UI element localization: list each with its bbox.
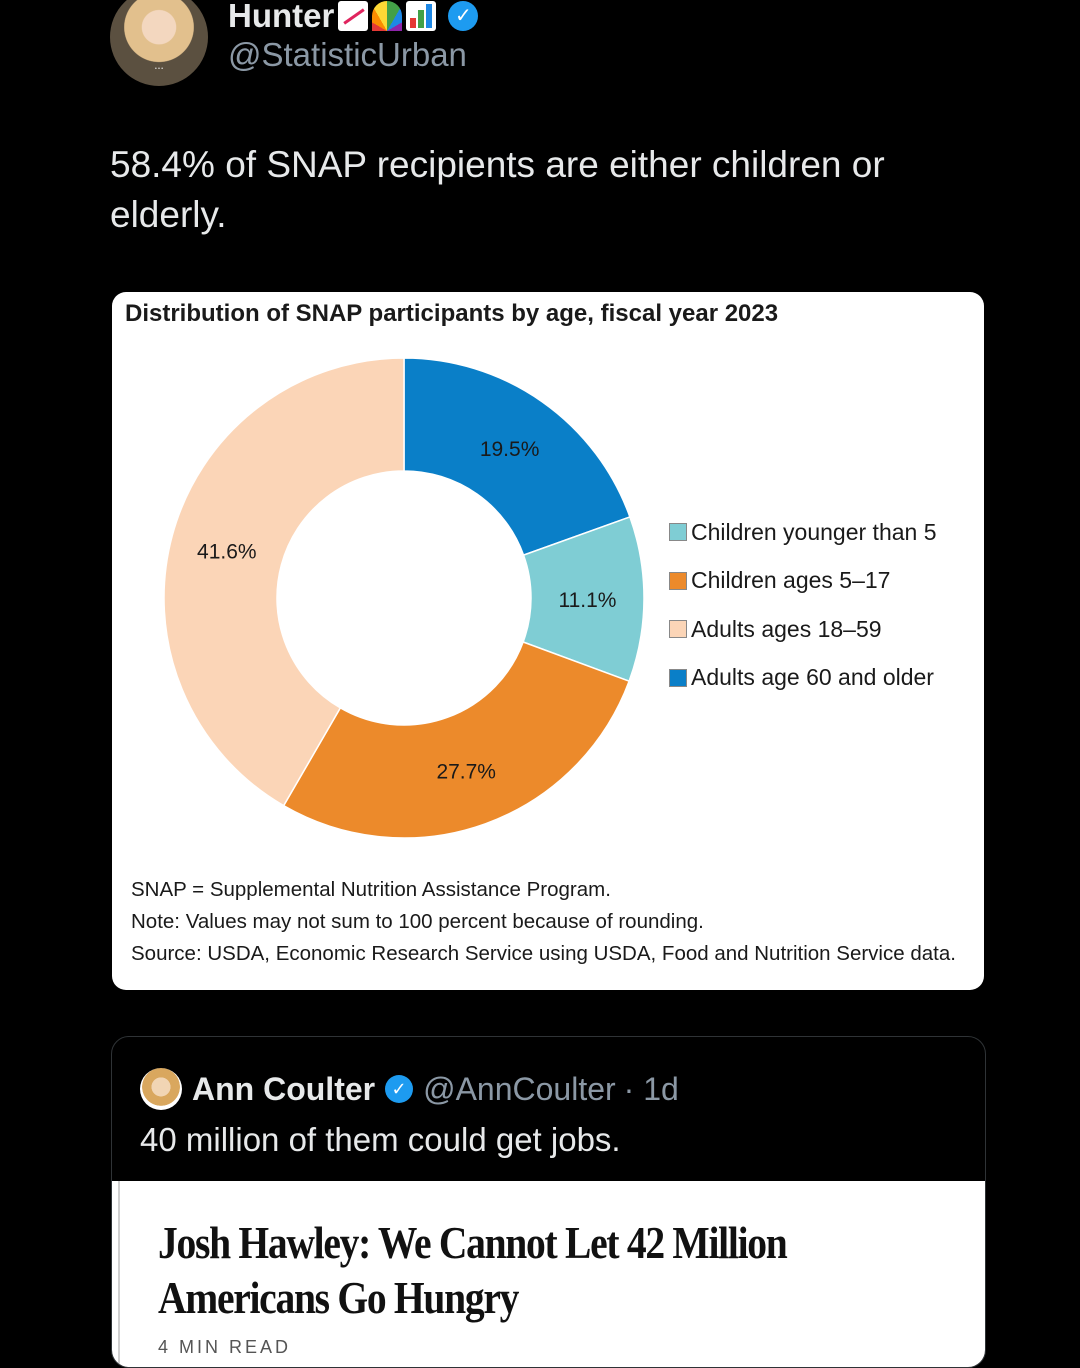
slice-adults-60-plus-label: 19.5% bbox=[480, 438, 540, 461]
slice-adults-18-59-label: 41.6% bbox=[197, 540, 257, 563]
note-source: Source: USDA, Economic Research Service … bbox=[131, 942, 956, 965]
slice-children-5-17 bbox=[282, 641, 631, 839]
chart-image-card[interactable]: Distribution of SNAP participants by age… bbox=[112, 292, 984, 990]
chart-title: Distribution of SNAP participants by age… bbox=[125, 300, 779, 327]
legend-item: Children ages 5–17 bbox=[669, 557, 937, 606]
quoted-tweet-text: 40 million of them could get jobs. bbox=[140, 1121, 621, 1158]
avatar-caption: • • • bbox=[154, 66, 164, 72]
quoted-author-name[interactable]: Ann Coulter bbox=[192, 1070, 376, 1107]
donut-chart: 19.5% 11.1% 27.7% 41.6% bbox=[163, 357, 645, 839]
legend-item: Adults age 60 and older bbox=[669, 654, 937, 703]
author-name-row[interactable]: Hunter ✓ bbox=[228, 0, 479, 38]
article-preview[interactable]: Josh Hawley: We Cannot Let 42 Million Am… bbox=[112, 1181, 985, 1367]
legend-swatch bbox=[669, 668, 687, 687]
quoted-tweet-time[interactable]: · 1d bbox=[623, 1070, 679, 1107]
article-headline[interactable]: Josh Hawley: We Cannot Let 42 Million Am… bbox=[158, 1217, 788, 1323]
slice-adults-18-59 bbox=[163, 357, 405, 807]
article-readtime: 4 MIN READ bbox=[158, 1337, 292, 1357]
author-display-name[interactable]: Hunter bbox=[228, 0, 335, 34]
chart-notes: SNAP = Supplemental Nutrition Assistance… bbox=[131, 874, 956, 970]
verified-badge-icon: ✓ bbox=[448, 1, 479, 31]
tweet-header: • • • Hunter ✓ @StatisticUrban bbox=[110, 0, 970, 90]
slice-children-under-5-label: 11.1% bbox=[558, 589, 616, 612]
chart-increasing-icon bbox=[338, 1, 369, 31]
legend-item: Adults ages 18–59 bbox=[669, 605, 937, 654]
quoted-author-handle[interactable]: @AnnCoulter bbox=[423, 1070, 616, 1107]
legend-label: Adults age 60 and older bbox=[691, 664, 934, 691]
legend-swatch bbox=[669, 571, 687, 590]
legend-label: Adults ages 18–59 bbox=[691, 615, 882, 642]
note-definition: SNAP = Supplemental Nutrition Assistance… bbox=[131, 878, 611, 901]
legend-swatch bbox=[669, 523, 687, 542]
tweet-text: 58.4% of SNAP recipients are either chil… bbox=[110, 144, 885, 235]
slice-adults-60-plus bbox=[403, 357, 631, 557]
chart-legend: Children younger than 5 Children ages 5–1… bbox=[669, 508, 937, 702]
rainbow-icon bbox=[372, 1, 403, 31]
legend-label: Children younger than 5 bbox=[691, 518, 937, 545]
quoted-author-avatar[interactable] bbox=[140, 1068, 182, 1110]
legend-item: Children younger than 5 bbox=[669, 508, 937, 557]
note-rounding: Note: Values may not sum to 100 percent … bbox=[131, 910, 704, 933]
slice-children-5-17-label: 27.7% bbox=[436, 761, 496, 784]
verified-badge-icon: ✓ bbox=[385, 1075, 414, 1103]
author-avatar[interactable]: • • • bbox=[110, 0, 208, 86]
bar-chart-icon bbox=[406, 1, 437, 31]
author-handle[interactable]: @StatisticUrban bbox=[228, 36, 467, 73]
quoted-tweet-header: Ann Coulter ✓ @AnnCoulter · 1d bbox=[140, 1067, 679, 1111]
legend-label: Children ages 5–17 bbox=[691, 567, 891, 594]
quoted-tweet[interactable]: Ann Coulter ✓ @AnnCoulter · 1d 40 millio… bbox=[111, 1036, 986, 1368]
legend-swatch bbox=[669, 620, 687, 639]
